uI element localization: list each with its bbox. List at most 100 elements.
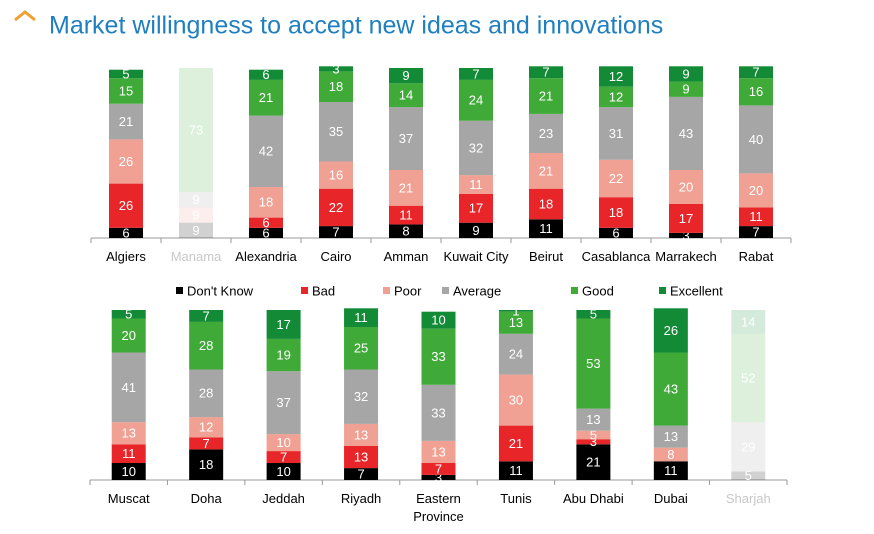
value-label: 13 (354, 427, 368, 442)
legend-swatch (176, 287, 183, 294)
bar-segment (459, 222, 493, 238)
value-label: 20 (121, 328, 135, 343)
bar-segment (319, 66, 353, 72)
legend-swatch (659, 287, 666, 294)
value-label: 12 (609, 89, 623, 104)
value-label: 5 (590, 307, 597, 322)
value-label: 10 (121, 464, 135, 479)
bar-segment (669, 170, 703, 204)
bar-segment (389, 224, 423, 238)
bar-segment (529, 153, 563, 189)
value-label: 33 (431, 349, 445, 364)
bar-segment (266, 434, 301, 452)
bar-segment (344, 369, 379, 424)
bar-segment (249, 79, 283, 116)
bar-segment (266, 451, 301, 463)
bar-segment (111, 463, 146, 480)
bar-segment (498, 461, 533, 480)
value-label: 37 (399, 131, 413, 146)
bar-segment (529, 219, 563, 238)
x-tick-label: Doha (190, 491, 222, 506)
bar-segment (498, 425, 533, 462)
bar-segment (529, 66, 563, 79)
value-label: 20 (749, 183, 763, 198)
value-label: 9 (472, 223, 479, 238)
value-label: 18 (199, 457, 213, 472)
value-label: 32 (354, 389, 368, 404)
legend-swatch (383, 287, 390, 294)
bar-segment (389, 68, 423, 84)
value-label: 11 (122, 446, 136, 461)
bar-segment (576, 439, 611, 445)
legend-label: Don't Know (187, 283, 254, 298)
bar-segment (599, 159, 633, 198)
x-tick-label: Eastern Province (413, 491, 464, 524)
value-label: 6 (612, 225, 619, 240)
value-label: 7 (752, 224, 759, 239)
bar-segment (599, 66, 633, 87)
value-label: 5 (745, 468, 752, 483)
value-label: 43 (679, 126, 693, 141)
value-label: 21 (259, 90, 273, 105)
value-label: 17 (276, 317, 290, 332)
value-label: 7 (542, 65, 549, 80)
value-label: 13 (121, 426, 135, 441)
value-label: 42 (259, 144, 273, 159)
bar-segment (529, 78, 563, 114)
bar-segment (529, 188, 563, 220)
bar-segment (421, 328, 456, 385)
bar-segment (421, 311, 456, 329)
bar-segment (653, 308, 688, 353)
value-label: 7 (752, 65, 759, 80)
value-label: 8 (402, 224, 409, 239)
value-label: 9 (192, 192, 199, 207)
bar-segment (189, 369, 224, 418)
value-label: 9 (402, 68, 409, 83)
bar-segment (599, 107, 633, 160)
bar-segment (189, 417, 224, 438)
x-tick-label: Amman (383, 249, 429, 264)
bar-segment (111, 310, 146, 319)
bar-segment (179, 192, 213, 208)
bar-segment (249, 115, 283, 187)
bar-segment (669, 81, 703, 97)
bar-segment (498, 374, 533, 426)
bar-segment (421, 463, 456, 475)
bar-segment (319, 226, 353, 238)
value-label: 5 (125, 307, 132, 322)
value-label: 6 (262, 215, 269, 230)
value-label: 13 (431, 444, 445, 459)
value-label: 11 (749, 209, 763, 224)
value-label: 12 (199, 420, 213, 435)
bar-segment (266, 371, 301, 435)
x-tick-label: Tunis (500, 491, 532, 506)
value-label: 18 (539, 196, 553, 211)
bar-segment (189, 437, 224, 450)
value-label: 33 (431, 405, 445, 420)
bar-segment (731, 422, 766, 472)
bar-segment (109, 139, 143, 184)
legend-swatch (442, 287, 449, 294)
bar-segment (669, 204, 703, 233)
value-label: 9 (192, 223, 199, 238)
bar-segment (249, 227, 283, 238)
bar-segment (109, 78, 143, 104)
value-label: 19 (276, 347, 290, 362)
bar-segment (249, 217, 283, 228)
value-label: 11 (664, 463, 678, 478)
value-label: 7 (203, 308, 210, 323)
x-tick-label: Dubai (653, 491, 688, 506)
value-label: 16 (329, 168, 343, 183)
bar-segment (319, 102, 353, 162)
bar-segment (498, 311, 533, 334)
bar-segment (344, 446, 379, 469)
bar-segment (576, 444, 611, 480)
value-label: 21 (539, 163, 553, 178)
bar-segment (576, 430, 611, 440)
bar-segment (111, 352, 146, 423)
value-label: 52 (741, 370, 755, 385)
value-label: 26 (119, 198, 133, 213)
bar-segment (669, 96, 703, 170)
bar-segment (739, 226, 773, 238)
